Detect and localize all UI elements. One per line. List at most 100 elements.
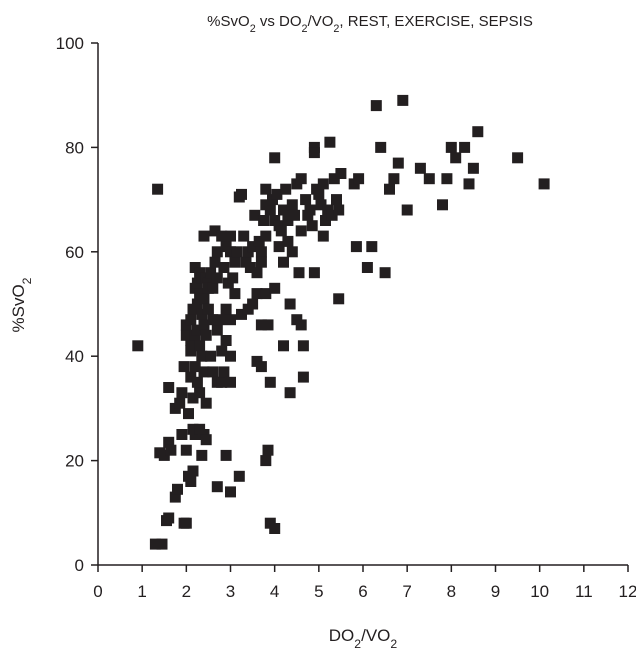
data-point — [211, 324, 223, 336]
data-point — [293, 267, 305, 279]
data-point — [236, 188, 247, 200]
data-point — [414, 162, 426, 174]
x-tick-label: 0 — [93, 582, 102, 601]
data-point — [289, 209, 300, 221]
data-point — [225, 350, 236, 362]
data-point — [273, 241, 285, 253]
data-point — [238, 230, 250, 242]
data-point — [384, 183, 395, 195]
data-point — [317, 230, 329, 242]
data-point — [236, 308, 247, 320]
data-point — [437, 199, 448, 211]
data-point — [216, 376, 228, 388]
data-point — [194, 387, 206, 399]
data-point — [176, 387, 188, 399]
data-point — [326, 209, 338, 221]
x-tick-label: 2 — [182, 582, 191, 601]
data-point — [324, 136, 336, 148]
x-tick-label: 8 — [447, 582, 456, 601]
data-point — [379, 267, 391, 279]
data-point — [200, 397, 212, 409]
data-point — [209, 256, 221, 268]
data-point — [262, 444, 274, 456]
data-point — [255, 246, 267, 258]
data-point — [185, 345, 197, 357]
data-point — [271, 188, 283, 200]
data-point — [370, 100, 382, 112]
data-point — [180, 517, 192, 529]
data-point — [308, 267, 320, 279]
data-point — [205, 350, 217, 362]
data-point — [423, 173, 435, 185]
data-point — [172, 483, 183, 495]
data-point — [255, 361, 267, 373]
x-tick-label: 7 — [402, 582, 411, 601]
x-tick-label: 5 — [314, 582, 323, 601]
data-point — [231, 246, 243, 258]
data-point — [220, 449, 232, 461]
data-point — [198, 319, 210, 331]
data-point — [260, 183, 272, 195]
data-point — [149, 538, 161, 550]
data-point — [198, 366, 210, 378]
data-point — [185, 371, 197, 383]
data-point — [297, 371, 309, 383]
data-point — [353, 173, 365, 185]
x-axis-title: DO2/VO2 — [329, 626, 398, 650]
data-point — [255, 319, 267, 331]
y-tick-label: 20 — [65, 452, 84, 471]
x-tick-label: 3 — [226, 582, 235, 601]
data-point — [191, 298, 203, 310]
data-point — [304, 204, 316, 216]
data-point — [459, 141, 471, 153]
data-point — [392, 157, 404, 169]
x-tick-label: 9 — [491, 582, 500, 601]
data-point — [264, 376, 276, 388]
data-point — [218, 262, 230, 273]
data-point — [156, 538, 168, 550]
data-point — [333, 204, 345, 216]
data-point — [278, 256, 289, 268]
chart-title: %SvO2 vs DO2/VO2, REST, EXERCISE, SEPSIS — [207, 13, 533, 35]
data-point — [300, 194, 312, 206]
data-point — [200, 329, 212, 341]
data-point — [280, 183, 292, 195]
data-point — [211, 481, 223, 493]
data-point — [227, 272, 239, 284]
x-tick-label: 12 — [619, 582, 636, 601]
data-point — [178, 361, 190, 373]
data-point — [472, 126, 484, 138]
data-point — [278, 340, 289, 352]
data-point — [209, 225, 221, 237]
data-point — [450, 152, 462, 164]
x-tick-label: 11 — [575, 582, 593, 601]
data-point — [220, 335, 232, 346]
data-point — [366, 241, 378, 253]
data-point — [282, 215, 294, 226]
data-point — [198, 230, 210, 242]
data-point — [258, 215, 270, 226]
data-point — [512, 152, 524, 164]
data-point — [463, 178, 475, 190]
data-point — [251, 288, 263, 300]
data-point — [247, 298, 259, 310]
data-point — [264, 204, 276, 216]
data-point — [196, 350, 208, 362]
data-point — [247, 241, 259, 253]
data-point — [269, 282, 281, 294]
y-tick-label: 100 — [56, 34, 84, 53]
data-point — [445, 141, 457, 153]
x-tick-label: 1 — [137, 582, 146, 601]
y-axis-title-group: %SvO2 — [9, 277, 34, 332]
data-point — [284, 298, 296, 310]
data-point — [196, 308, 208, 320]
data-point — [211, 246, 223, 258]
data-point — [249, 209, 261, 221]
data-point — [229, 256, 241, 268]
data-point — [275, 225, 287, 237]
data-point — [297, 340, 309, 352]
data-point — [295, 173, 307, 185]
data-point — [202, 303, 214, 315]
data-point — [328, 173, 340, 185]
y-tick-label: 60 — [65, 243, 84, 262]
